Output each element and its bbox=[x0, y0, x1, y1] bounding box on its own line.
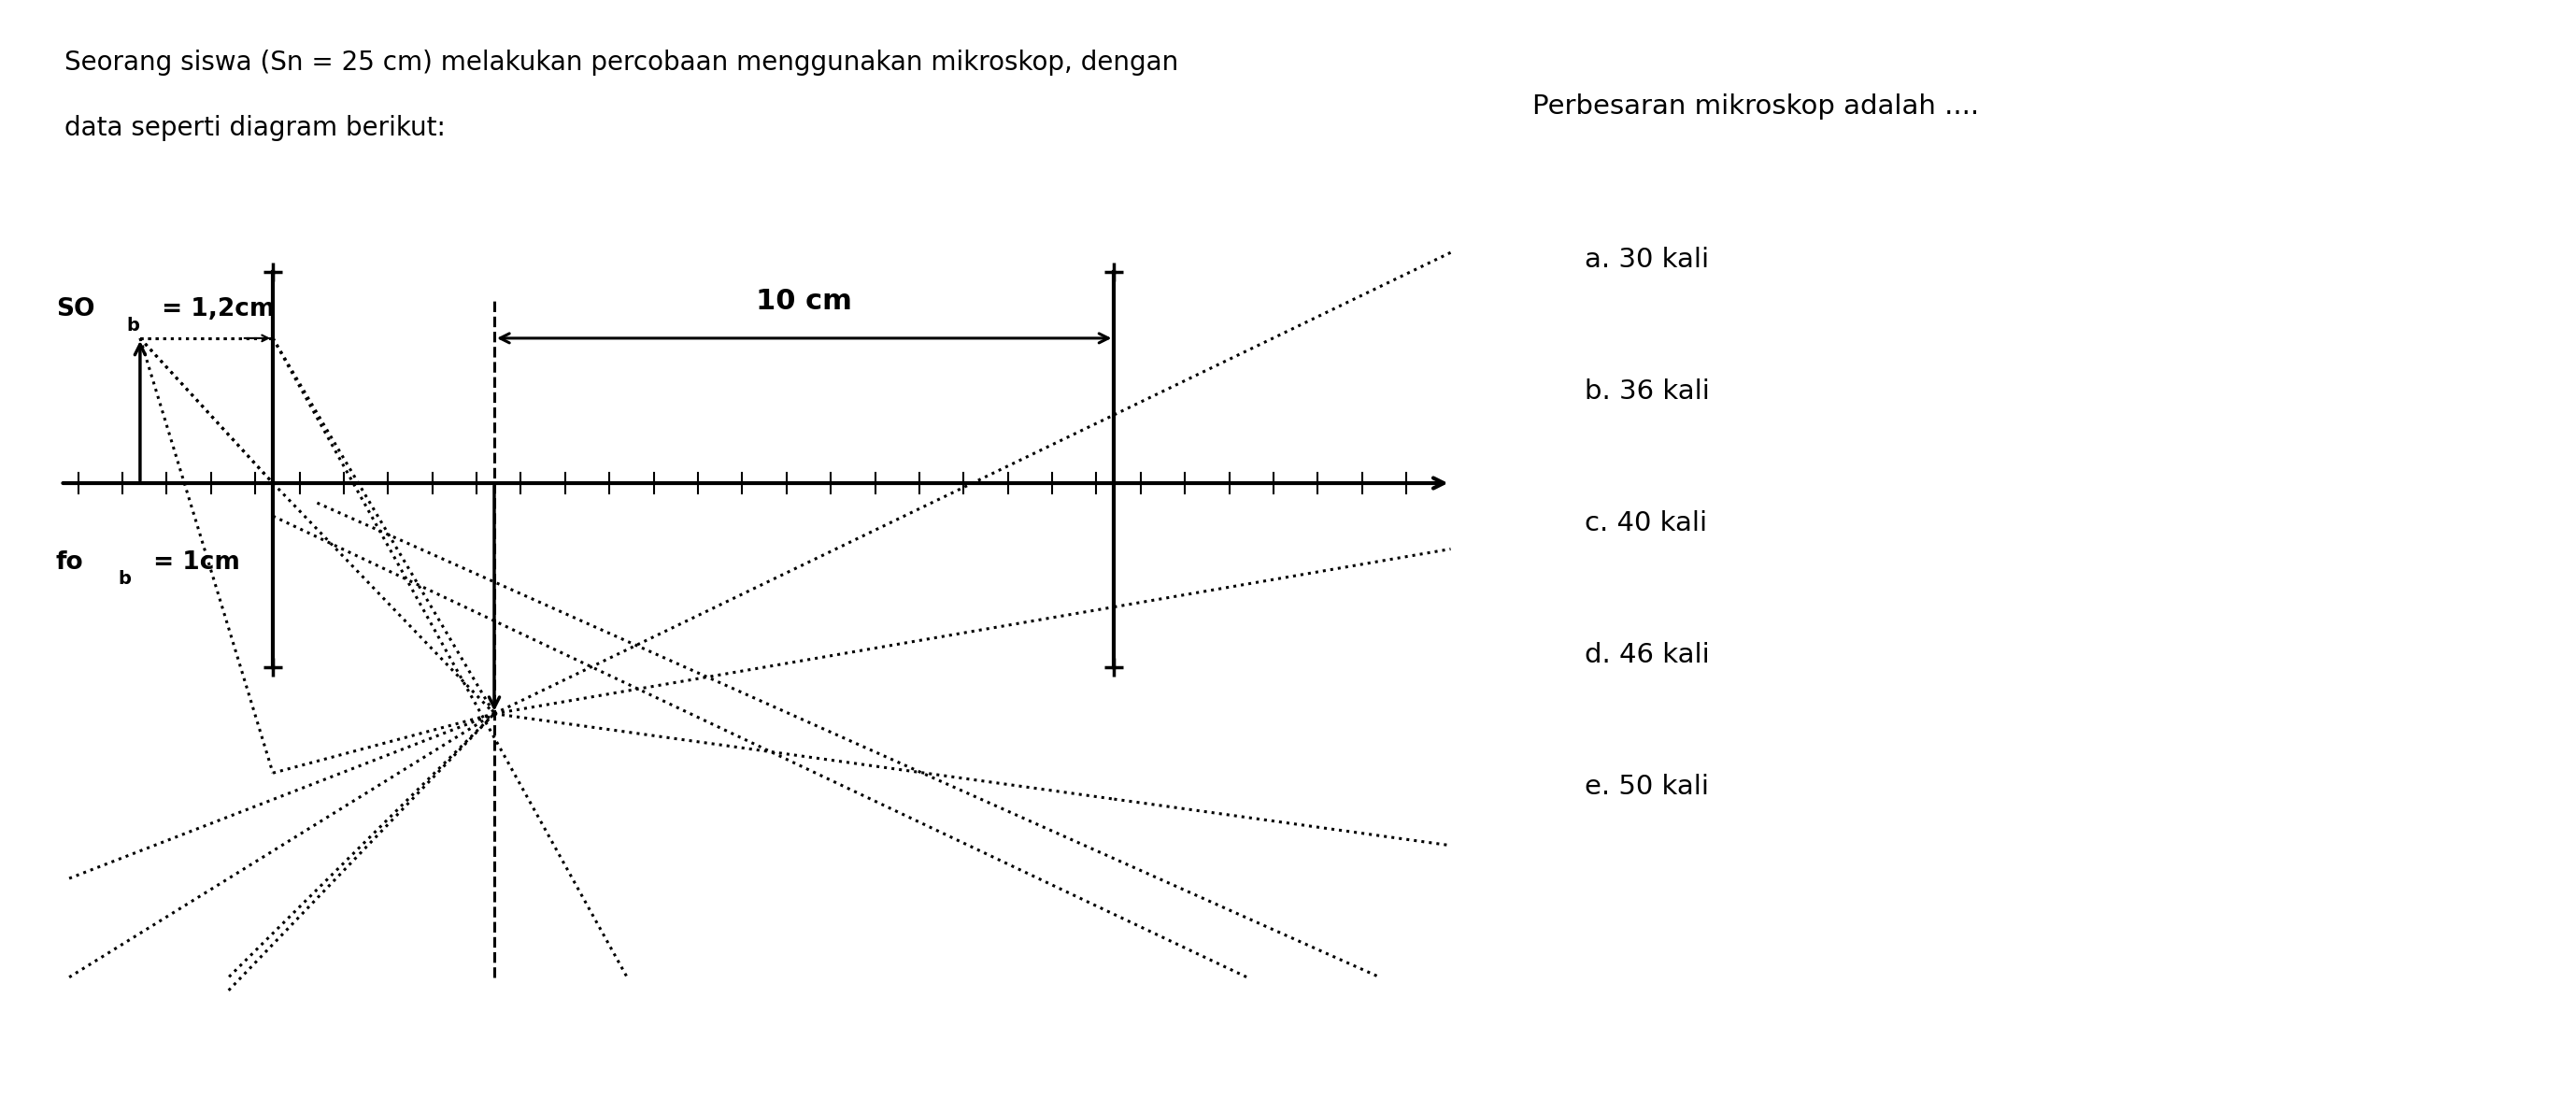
Text: b: b bbox=[126, 317, 139, 335]
Text: Seorang siswa (Sn = 25 cm) melakukan percobaan menggunakan mikroskop, dengan: Seorang siswa (Sn = 25 cm) melakukan per… bbox=[64, 49, 1177, 76]
Text: e. 50 kali: e. 50 kali bbox=[1584, 774, 1708, 800]
Text: b: b bbox=[118, 570, 131, 587]
Text: data seperti diagram berikut:: data seperti diagram berikut: bbox=[64, 115, 446, 142]
Text: Perbesaran mikroskop adalah ....: Perbesaran mikroskop adalah .... bbox=[1533, 93, 1978, 120]
Text: = 1,2cm: = 1,2cm bbox=[155, 298, 276, 322]
Text: fo: fo bbox=[57, 550, 82, 574]
Text: b. 36 kali: b. 36 kali bbox=[1584, 379, 1710, 405]
Text: c. 40 kali: c. 40 kali bbox=[1584, 511, 1708, 537]
Text: SO: SO bbox=[57, 298, 95, 322]
Text: = 1cm: = 1cm bbox=[144, 550, 240, 574]
Text: d. 46 kali: d. 46 kali bbox=[1584, 642, 1710, 669]
Text: a. 30 kali: a. 30 kali bbox=[1584, 247, 1708, 273]
Text: 10 cm: 10 cm bbox=[757, 288, 853, 315]
